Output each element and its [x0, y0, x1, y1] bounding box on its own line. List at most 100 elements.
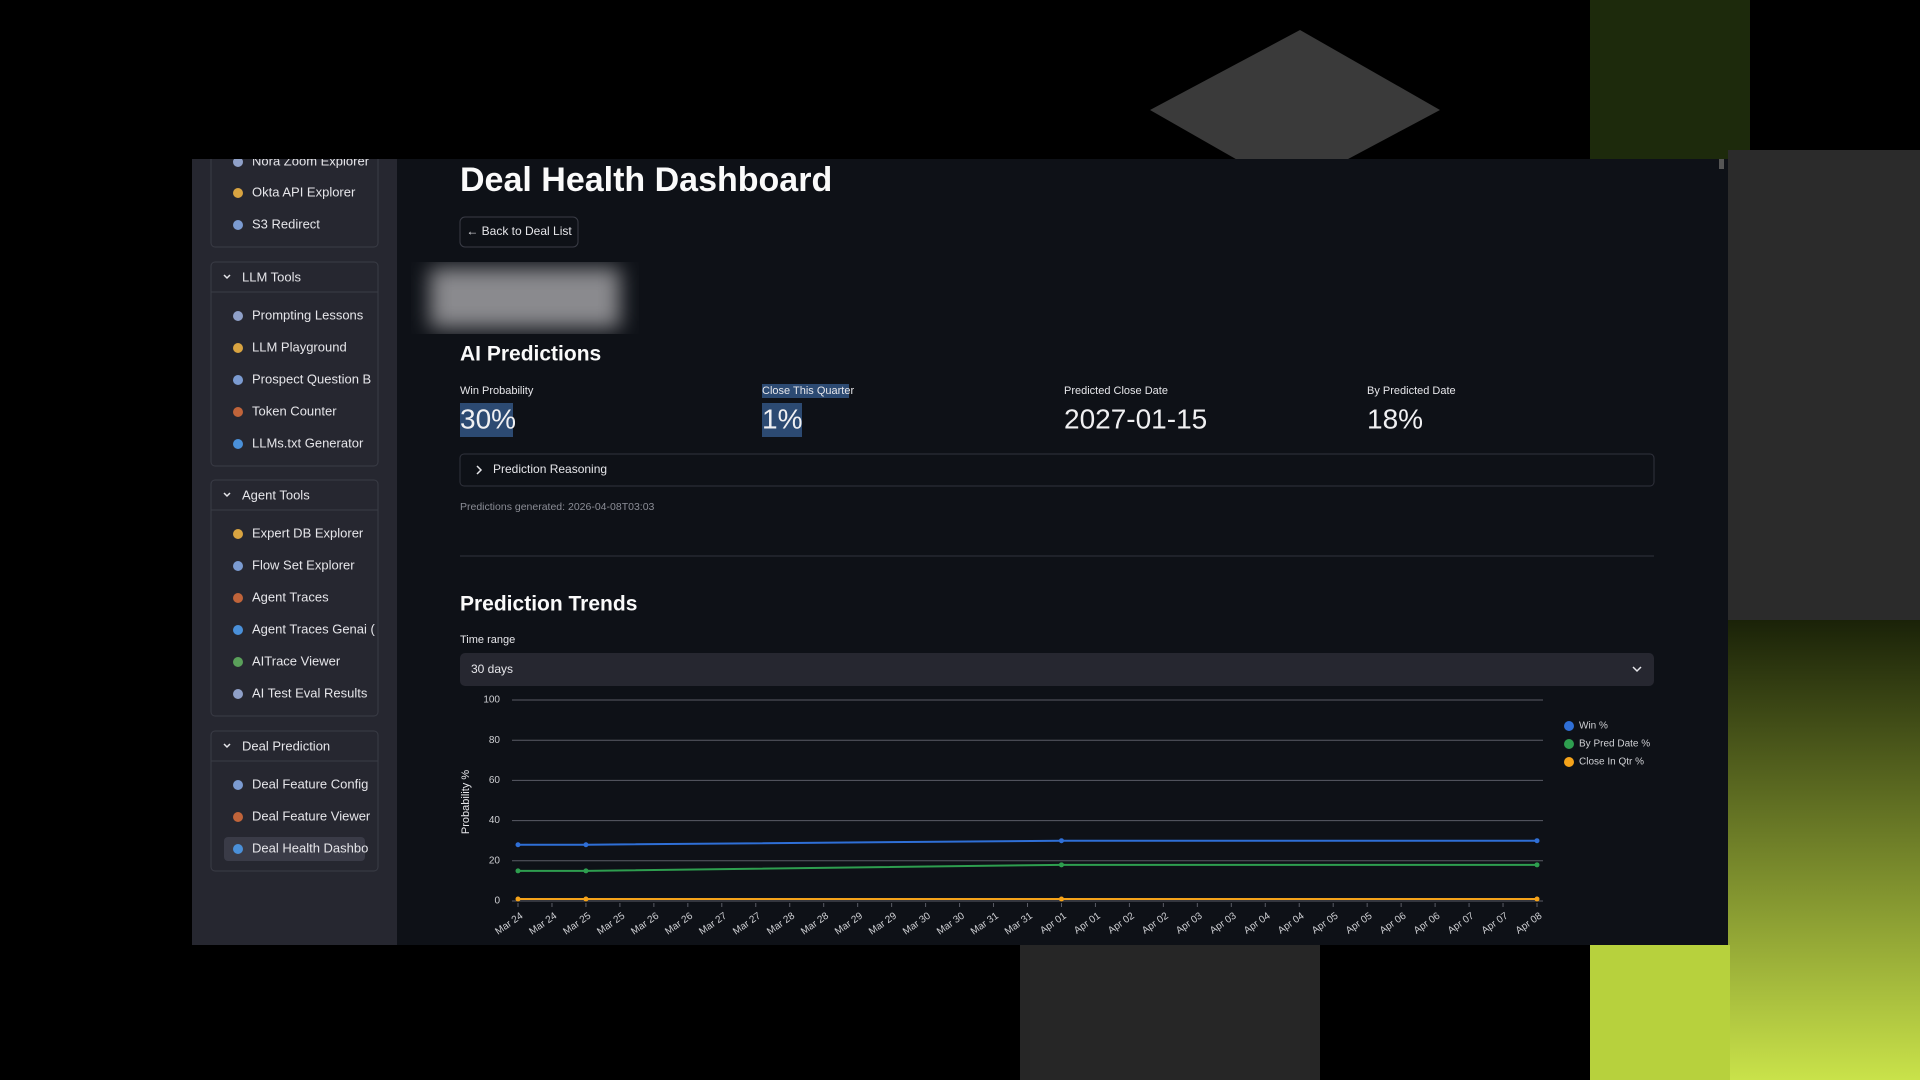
y-axis-label: Probability % — [460, 770, 472, 834]
nav-item[interactable]: Agent Traces Genai ( — [252, 621, 376, 636]
metric-label: Win Probability — [460, 385, 534, 397]
y-tick-label: 60 — [489, 775, 501, 786]
series-point — [515, 896, 521, 902]
nav-icon — [233, 407, 243, 417]
main-background — [192, 159, 1728, 945]
y-tick-label: 80 — [489, 735, 501, 746]
trends-title: Prediction Trends — [460, 593, 637, 616]
selection-highlight — [762, 403, 802, 437]
nav-icon — [233, 689, 243, 699]
legend-label[interactable]: Close In Qtr % — [1579, 757, 1644, 768]
nav-icon — [233, 188, 243, 198]
nav-item[interactable]: Nora Zoom Explorer — [252, 153, 370, 168]
nav-active — [224, 837, 365, 861]
nav-item[interactable]: Agent Traces — [252, 589, 329, 604]
nav-item[interactable]: Prompting Lessons — [252, 307, 364, 322]
nav-group-box — [210, 730, 379, 872]
nav-chevron — [223, 274, 231, 280]
series-point — [1058, 896, 1064, 902]
nav-chevron — [223, 743, 231, 749]
back-button-label[interactable]: ← Back to Deal List — [466, 224, 572, 238]
legend-swatch — [1564, 757, 1574, 767]
nav-item[interactable]: Deal Health Dashbo — [252, 840, 368, 855]
select-chevron — [1632, 666, 1642, 673]
time-range-value[interactable]: 30 days — [471, 662, 513, 676]
nav-item[interactable]: S3 Redirect — [252, 216, 320, 231]
nav-icon — [233, 657, 243, 667]
app-window: Nora Zoom Explorer Okta API Explorer S3 Re… — [192, 153, 1728, 945]
nav-item[interactable]: Flow Set Explorer — [252, 557, 355, 572]
time-range-select[interactable] — [460, 653, 1654, 686]
expander-chevron — [476, 465, 483, 475]
nav-icon — [233, 529, 243, 539]
nav-item[interactable]: Okta API Explorer — [252, 184, 356, 199]
generated-note: Predictions generated: 2026-04-08T03:03 — [460, 501, 655, 513]
metric-label: By Predicted Date — [1367, 385, 1456, 397]
metric-value: 18% — [1367, 403, 1423, 434]
expander[interactable] — [459, 453, 1655, 487]
y-tick-label: 0 — [494, 896, 500, 907]
nav-group-title[interactable]: LLM Tools — [242, 269, 302, 284]
nav-group-title[interactable]: Agent Tools — [242, 487, 310, 502]
nav-item[interactable]: Deal Feature Config — [252, 776, 368, 791]
metric-value: 30% — [460, 403, 516, 434]
nav-item[interactable]: Deal Feature Viewer — [252, 808, 371, 823]
metric-label: Predicted Close Date — [1064, 385, 1168, 397]
series-point — [583, 896, 589, 902]
nav-item[interactable]: LLM Playground — [252, 339, 347, 354]
legend-label[interactable]: By Pred Date % — [1579, 739, 1650, 750]
nav-icon — [233, 812, 243, 822]
nav-group-box — [210, 261, 379, 467]
series-line — [518, 863, 1537, 872]
background-art — [1020, 0, 1920, 1080]
nav-icon — [233, 561, 243, 571]
y-tick-label: 20 — [489, 855, 501, 866]
nav-icon — [233, 780, 243, 790]
scrollbar — [1719, 159, 1724, 169]
series-point — [1534, 862, 1540, 868]
nav-item[interactable]: LLMs.txt Generator — [252, 435, 364, 450]
nav-group-title[interactable]: Deal Prediction — [242, 738, 330, 753]
legend-swatch — [1564, 739, 1574, 749]
nav-group-box — [210, 479, 379, 717]
sidebar — [192, 159, 397, 945]
back-button[interactable] — [459, 216, 579, 248]
nav-icon — [233, 311, 243, 321]
nav-icon — [233, 159, 243, 167]
nav-item[interactable]: Expert DB Explorer — [252, 525, 364, 540]
nav-item[interactable]: AI Test Eval Results — [252, 685, 368, 700]
nav-icon — [233, 625, 243, 635]
nav-item[interactable]: Prospect Question B — [252, 371, 371, 386]
nav-icon — [233, 220, 243, 230]
page-title: Deal Health Dashboard — [460, 161, 832, 199]
series-point — [515, 868, 521, 874]
series-line — [518, 839, 1537, 846]
nav-icon — [233, 343, 243, 353]
series-point — [515, 842, 521, 848]
series-point — [583, 842, 589, 848]
y-tick-label: 100 — [483, 695, 500, 706]
nav-icon — [233, 844, 243, 854]
nav-chevron — [223, 492, 231, 498]
nav-group-box — [210, 159, 379, 248]
time-range-label: Time range — [460, 634, 515, 646]
series-point — [1534, 838, 1540, 844]
series-point — [1058, 838, 1064, 844]
redacted-image — [430, 268, 620, 328]
nav-icon — [233, 439, 243, 449]
metric-label: Close This Quarter — [762, 385, 854, 397]
nav-icon — [233, 593, 243, 603]
legend-label[interactable]: Win % — [1579, 721, 1608, 732]
series-point — [1058, 862, 1064, 868]
y-tick-label: 40 — [489, 815, 501, 826]
series-point — [1534, 896, 1540, 902]
nav-icon — [233, 375, 243, 385]
metric-value: 1% — [762, 403, 802, 434]
selection-highlight — [460, 403, 513, 437]
expander-label[interactable]: Prediction Reasoning — [493, 462, 607, 476]
series-point — [583, 868, 589, 874]
legend-swatch — [1564, 721, 1574, 731]
nav-item[interactable]: Token Counter — [252, 403, 337, 418]
nav-item[interactable]: AITrace Viewer — [252, 653, 341, 668]
